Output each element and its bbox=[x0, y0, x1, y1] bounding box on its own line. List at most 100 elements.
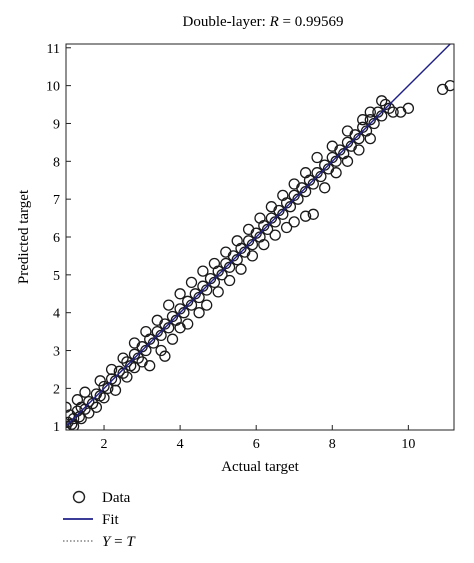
data-point bbox=[208, 276, 221, 289]
data-point bbox=[299, 167, 312, 179]
data-point bbox=[319, 159, 331, 171]
legend-data-label: Data bbox=[102, 490, 131, 506]
data-point bbox=[402, 102, 415, 114]
data-point bbox=[265, 212, 278, 224]
data-point bbox=[132, 352, 144, 364]
data-point bbox=[315, 170, 327, 183]
data-point bbox=[144, 360, 156, 372]
data-point bbox=[364, 106, 376, 118]
data-point bbox=[231, 254, 243, 266]
data-point bbox=[155, 344, 167, 357]
data-point bbox=[151, 314, 163, 326]
data-point bbox=[277, 208, 289, 220]
data-point bbox=[292, 193, 304, 205]
data-point bbox=[182, 295, 194, 307]
data-point bbox=[128, 348, 141, 360]
y-tick-label: 7 bbox=[53, 193, 60, 208]
data-point bbox=[265, 201, 278, 213]
data-point bbox=[341, 125, 354, 137]
y-tick-label: 1 bbox=[53, 420, 60, 435]
x-tick-label: 6 bbox=[253, 437, 260, 452]
x-axis-ticks: 2 4 6 8 10 bbox=[101, 425, 415, 452]
data-point bbox=[353, 144, 365, 156]
x-tick-label: 2 bbox=[101, 437, 108, 452]
data-point bbox=[220, 257, 232, 270]
data-point bbox=[258, 238, 270, 251]
data-point bbox=[284, 201, 297, 213]
data-point bbox=[246, 238, 259, 251]
data-point bbox=[197, 280, 209, 292]
data-point bbox=[223, 261, 236, 273]
data-point bbox=[121, 371, 133, 383]
data-point bbox=[174, 303, 186, 315]
data-point bbox=[201, 284, 213, 296]
data-point bbox=[166, 310, 179, 323]
data-point bbox=[155, 329, 167, 342]
data-point bbox=[280, 221, 293, 234]
y-tick-label: 9 bbox=[53, 117, 60, 132]
data-point bbox=[71, 394, 84, 406]
y-tick-label: 5 bbox=[53, 269, 60, 284]
data-point bbox=[151, 325, 163, 338]
data-point bbox=[189, 288, 201, 300]
data-point bbox=[288, 178, 300, 190]
data-point bbox=[242, 223, 255, 236]
y-tick-label: 10 bbox=[46, 80, 60, 95]
data-point bbox=[269, 229, 281, 241]
data-point bbox=[357, 121, 369, 133]
data-point bbox=[117, 367, 129, 379]
data-point bbox=[105, 363, 118, 376]
data-point bbox=[128, 337, 141, 349]
data-point bbox=[185, 299, 198, 311]
legend-yt-label: Y = T bbox=[102, 534, 136, 550]
data-point bbox=[140, 325, 152, 338]
data-point bbox=[288, 216, 300, 228]
data-point bbox=[163, 322, 175, 334]
data-point bbox=[216, 269, 228, 281]
data-point bbox=[231, 235, 243, 247]
data-point bbox=[364, 132, 376, 145]
y-tick-label: 8 bbox=[53, 155, 60, 170]
data-point bbox=[444, 79, 454, 92]
data-point bbox=[128, 361, 141, 374]
data-point bbox=[395, 106, 407, 118]
data-point bbox=[79, 386, 91, 398]
y-tick-label: 2 bbox=[53, 382, 60, 397]
data-point bbox=[75, 412, 87, 425]
data-point bbox=[269, 216, 281, 228]
data-point bbox=[364, 114, 376, 126]
data-point bbox=[246, 250, 259, 262]
data-point bbox=[197, 265, 209, 277]
data-point bbox=[201, 299, 213, 311]
data-point bbox=[319, 182, 331, 194]
data-point bbox=[212, 286, 224, 298]
data-point bbox=[220, 246, 232, 258]
y-tick-label: 3 bbox=[53, 345, 60, 360]
data-point bbox=[357, 114, 369, 126]
data-point bbox=[121, 356, 133, 368]
data-point bbox=[182, 318, 194, 330]
data-point bbox=[387, 106, 399, 118]
data-point bbox=[372, 106, 384, 118]
data-point bbox=[208, 257, 221, 270]
data-point bbox=[261, 223, 274, 236]
data-point bbox=[94, 375, 106, 387]
data-point bbox=[341, 136, 354, 149]
y-axis-ticks: 1 2 3 4 5 6 7 8 9 10 11 bbox=[46, 42, 71, 435]
data-point bbox=[307, 178, 319, 190]
data-point bbox=[223, 274, 236, 287]
chart-title: Double-layer: R = 0.99569 bbox=[183, 14, 344, 30]
x-tick-label: 4 bbox=[177, 437, 184, 452]
data-point bbox=[204, 272, 217, 285]
data-point bbox=[341, 155, 354, 167]
data-point bbox=[379, 98, 392, 111]
x-axis-label: Actual target bbox=[221, 459, 299, 475]
data-point bbox=[353, 132, 365, 145]
data-point bbox=[242, 235, 255, 247]
fit-line bbox=[66, 44, 452, 427]
data-point bbox=[66, 418, 78, 430]
y-tick-label: 4 bbox=[53, 307, 60, 322]
data-point bbox=[368, 117, 380, 130]
data-point bbox=[277, 189, 289, 202]
data-point bbox=[299, 185, 312, 198]
